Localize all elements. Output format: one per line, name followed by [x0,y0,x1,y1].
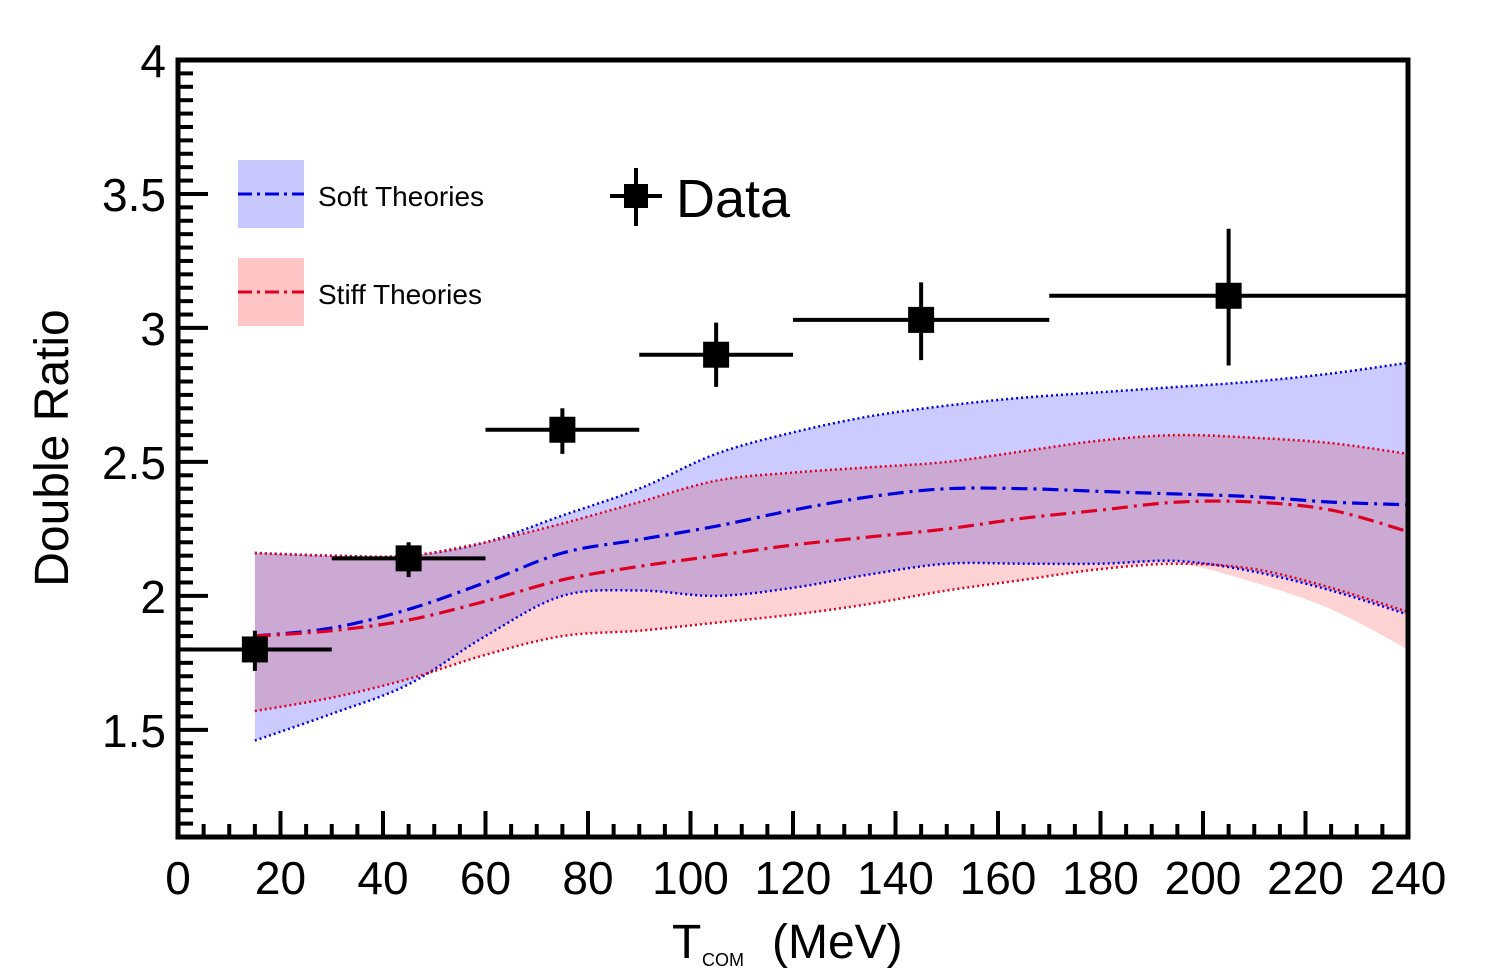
x-axis-title-unit: (MeV) [772,916,903,969]
legend-data-label: Data [676,169,791,229]
y-tick-label: 2 [140,571,166,623]
data-point-marker [241,636,268,663]
soft-theory-central-line [254,486,1408,638]
soft-theory-lower-edge [254,559,1408,742]
y-tick-label: 2.5 [102,437,166,489]
x-tick-label: 240 [1370,852,1447,904]
x-axis-title-main: T [672,916,701,969]
data-point [485,408,640,454]
x-axis-title: T COM (MeV) [672,916,903,970]
x-tick-label: 200 [1165,852,1242,904]
data-point [793,282,1050,361]
y-tick-label: 3.5 [102,169,166,221]
data-point [331,542,486,578]
x-tick-label: 80 [562,852,613,904]
x-tick-label: 120 [755,852,832,904]
x-tick-label: 20 [255,852,306,904]
legend: Soft Theories Stiff Theories Data [238,160,791,326]
data-point [639,322,793,387]
x-tick-label: 60 [460,852,511,904]
theory-curves [254,361,1408,742]
data-point-marker [703,341,730,368]
y-tick-label: 1.5 [102,705,166,757]
x-tick-label: 160 [960,852,1037,904]
legend-data-marker [610,168,662,226]
theory-bands [254,362,1408,741]
y-axis-title: Double Ratio [26,309,79,587]
x-tick-label: 140 [857,852,934,904]
x-tick-label: 0 [165,852,191,904]
data-point-marker [1215,282,1242,309]
stiff-theory-band [254,435,1408,712]
data-points [178,228,1408,671]
x-tick-label: 100 [652,852,729,904]
axis-tick-labels: 0 20 40 60 80 100 120 140 160 180 200 220 240 1.5 2 2.5… [102,35,1446,904]
data-point [1049,228,1408,366]
x-axis-title-subscript: COM [702,950,744,970]
legend-stiff-label: Stiff Theories [318,279,482,310]
y-tick-label: 3 [140,303,166,355]
axis-ticks [176,58,1410,839]
data-point [178,630,332,671]
data-point-marker [549,416,576,443]
y-tick-label: 4 [140,35,166,87]
x-tick-label: 180 [1062,852,1139,904]
legend-soft-label: Soft Theories [318,181,484,212]
data-point-marker [395,545,422,572]
stiff-theory-central-line [254,499,1408,638]
stiff-theory-upper-edge [254,433,1408,559]
data-point-marker [908,306,935,333]
x-tick-label: 220 [1267,852,1344,904]
stiff-theory-lower-edge [254,562,1408,713]
x-tick-label: 40 [357,852,408,904]
